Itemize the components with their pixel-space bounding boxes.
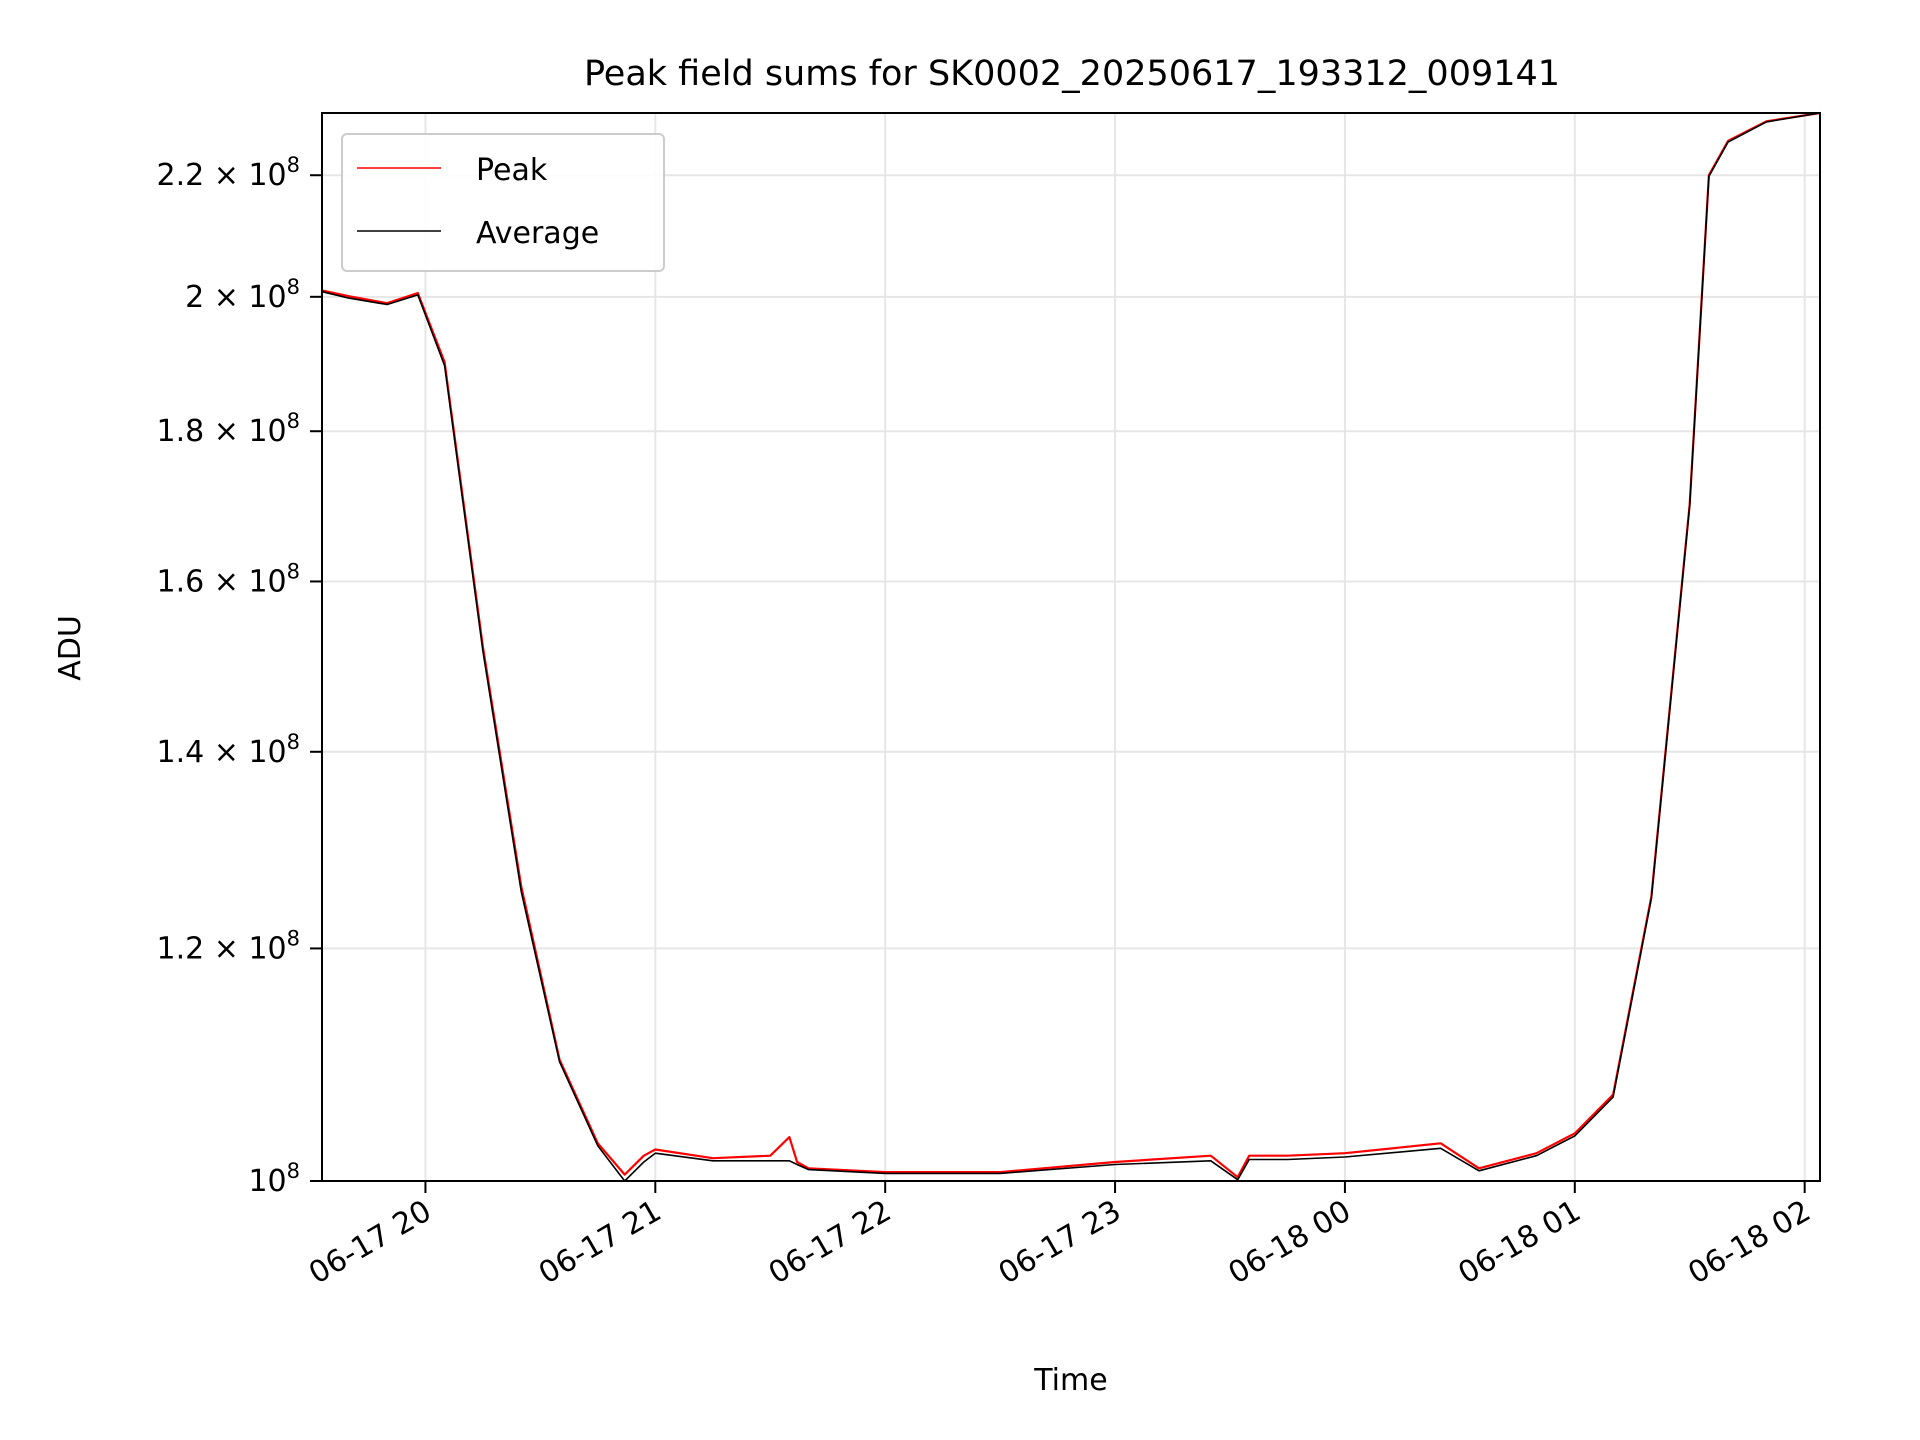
y-tick-label: 2 × 108 [185, 275, 300, 315]
y-tick-label: 1.8 × 108 [157, 409, 300, 449]
grid [322, 113, 1820, 1181]
y-tick-label: 1.4 × 108 [157, 730, 300, 770]
y-tick-label: 1.6 × 108 [157, 559, 300, 599]
plot-frame [321, 112, 1821, 1182]
y-axis-label: ADU [53, 615, 88, 681]
x-axis-label: Time [1033, 1363, 1107, 1398]
y-tick-label: 2.2 × 108 [157, 153, 300, 193]
y-axis-ticks: 108 1.2 × 108 1.4 × 108 1.6 × 108 1.8 × 108 2… [157, 153, 322, 1199]
series-layer [321, 111, 1821, 1182]
y-tick-label: 108 [248, 1159, 300, 1199]
legend: Peak Average [341, 133, 665, 272]
series-line-average [321, 112, 1821, 1182]
legend-peak-label: Peak [476, 153, 548, 188]
chart-title: Peak field sums for SK0002_20250617_1933… [584, 54, 1560, 94]
y-tick-label: 1.2 × 108 [157, 926, 300, 966]
legend-average-label: Average [476, 216, 599, 251]
